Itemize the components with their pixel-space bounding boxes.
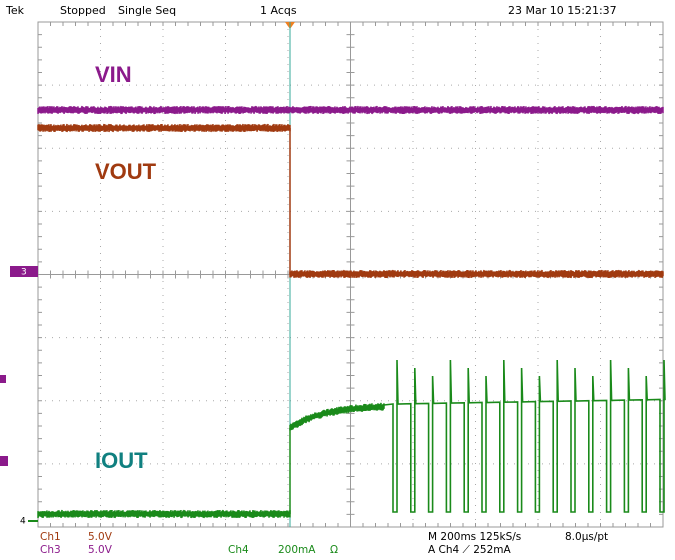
- traces: [37, 105, 666, 519]
- vout-trace: [37, 123, 291, 133]
- ch3-marker: [10, 266, 38, 277]
- iout-pulses: [383, 359, 666, 513]
- ch1-scale: 5.0V: [88, 531, 113, 543]
- ch3-scale: 5.0V: [88, 544, 113, 556]
- ch4-marker-label: 4: [20, 517, 26, 527]
- ch3: Ch3: [40, 544, 61, 556]
- graticule: [37, 21, 664, 528]
- ch1: Ch1: [40, 531, 61, 543]
- ch4-impedance: Ω: [330, 544, 338, 556]
- acquisitions: 1 Acqs: [260, 4, 297, 17]
- iout-trace: [37, 509, 291, 519]
- ch4-scale: 200mA: [278, 544, 316, 556]
- iout-label: IOUT: [95, 448, 148, 473]
- vout-trace: [289, 269, 664, 279]
- vin-label: VIN: [95, 62, 132, 87]
- side-marker: [0, 456, 8, 466]
- side-marker: [0, 375, 6, 383]
- vin-trace: [37, 105, 664, 115]
- trigger: A Ch4 ⟋ 252mA: [428, 544, 511, 556]
- ch4: Ch4: [228, 544, 249, 556]
- ch3-marker-label: 3: [21, 268, 27, 278]
- resolution: 8.0µs/pt: [565, 531, 608, 543]
- iout-trace: [289, 402, 385, 431]
- timestamp: 23 Mar 10 15:21:37: [508, 4, 617, 17]
- mode: Single Seq: [118, 4, 176, 17]
- state: Stopped: [60, 4, 106, 17]
- brand: Tek: [5, 4, 25, 17]
- timebase: M 200ms 125kS/s: [428, 531, 521, 543]
- vout-label: VOUT: [95, 159, 157, 184]
